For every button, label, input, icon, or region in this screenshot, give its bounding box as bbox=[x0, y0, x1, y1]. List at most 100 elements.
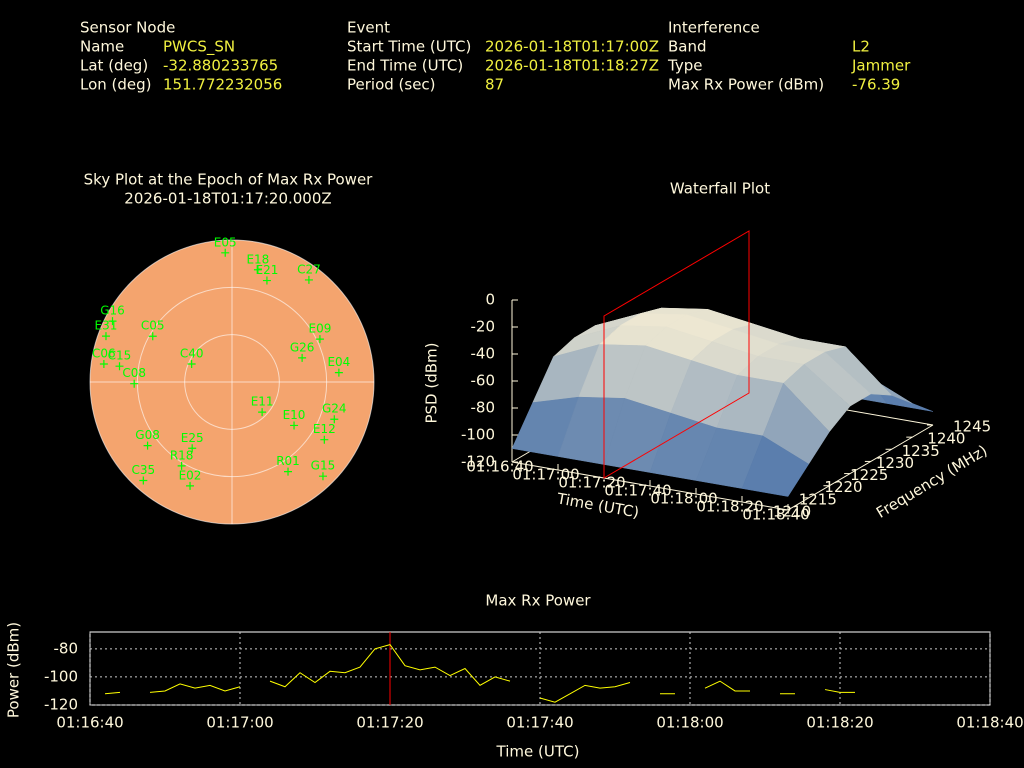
x-tick-label: 01:18:20 bbox=[806, 714, 873, 732]
satellite-label: E11 bbox=[251, 395, 274, 409]
skyplot-subtitle: 2026-01-18T01:17:20.000Z bbox=[124, 190, 331, 208]
satellite-marker bbox=[108, 317, 117, 326]
satellite-label: R18 bbox=[170, 448, 194, 462]
satellite-marker bbox=[188, 444, 197, 453]
satellite-label: R01 bbox=[276, 454, 300, 468]
header-value: 2026-01-18T01:18:27Z bbox=[485, 57, 659, 75]
satellite-label: E09 bbox=[308, 322, 331, 336]
line-title: Max Rx Power bbox=[485, 592, 591, 610]
y-tick-label: -120 bbox=[44, 696, 78, 714]
header-value: L2 bbox=[852, 38, 870, 56]
x-tick-label: 01:18:00 bbox=[656, 714, 723, 732]
satellite-marker bbox=[101, 332, 110, 341]
z-tick-label: -20 bbox=[471, 318, 496, 336]
satellite-label: E02 bbox=[179, 468, 202, 482]
satellite-label: E25 bbox=[181, 431, 204, 445]
satellite-marker bbox=[318, 472, 327, 481]
satellite-label: C27 bbox=[297, 262, 321, 276]
satellite-marker bbox=[290, 421, 299, 430]
satellite-label: E05 bbox=[214, 235, 237, 249]
z-tick-label: -120 bbox=[461, 453, 495, 471]
x-tick-label: 01:17:40 bbox=[506, 714, 573, 732]
header-value: PWCS_SN bbox=[163, 38, 235, 57]
x-tick-label: 01:18:00 bbox=[650, 490, 717, 508]
satellite-marker bbox=[334, 368, 343, 377]
z-tick-label: -80 bbox=[471, 399, 496, 417]
x-tick-label: 01:17:40 bbox=[604, 482, 671, 500]
y-tick-label: -100 bbox=[44, 667, 78, 685]
satellite-marker bbox=[262, 276, 271, 285]
satellite-marker bbox=[320, 435, 329, 444]
x-tick-label: 01:17:20 bbox=[558, 474, 625, 492]
header-label: Band bbox=[668, 38, 707, 56]
satellite-marker bbox=[298, 353, 307, 362]
z-tick-label: 0 bbox=[485, 291, 495, 309]
satellite-label: G08 bbox=[135, 428, 160, 442]
x-tick-label: 01:17:20 bbox=[356, 714, 423, 732]
satellite-marker bbox=[258, 408, 267, 417]
satellite-label: E18 bbox=[246, 252, 269, 266]
satellite-marker bbox=[139, 476, 148, 485]
y-tick-label: 1245 bbox=[953, 418, 991, 436]
header-title: Event bbox=[347, 19, 390, 37]
header-label: Period (sec) bbox=[347, 76, 436, 94]
satellite-marker bbox=[330, 415, 339, 424]
satellite-label: E12 bbox=[313, 422, 336, 436]
waterfall-title: Waterfall Plot bbox=[670, 180, 770, 198]
floor-edge bbox=[787, 424, 934, 511]
header-label: Start Time (UTC) bbox=[347, 38, 471, 56]
x-tick-label: 01:18:20 bbox=[696, 498, 763, 516]
z-tick-label: -60 bbox=[471, 372, 496, 390]
header-value: 151.772232056 bbox=[163, 76, 282, 94]
header-title: Interference bbox=[668, 19, 760, 37]
satellite-marker bbox=[304, 275, 313, 284]
satellite-marker bbox=[221, 248, 230, 257]
satellite-marker bbox=[99, 359, 108, 368]
y-tick-label: -80 bbox=[54, 639, 79, 657]
y-tick-label: 1235 bbox=[902, 442, 940, 460]
header-label: Lon (deg) bbox=[80, 76, 152, 94]
satellite-label: E04 bbox=[327, 355, 350, 369]
satellite-marker bbox=[284, 467, 293, 476]
epoch-marker-plane bbox=[603, 230, 750, 479]
satellite-label: C35 bbox=[131, 463, 155, 477]
header-label: End Time (UTC) bbox=[347, 57, 463, 75]
z-tick-label: -40 bbox=[471, 345, 496, 363]
satellite-label: G24 bbox=[322, 402, 347, 416]
x-tick-label: 01:17:00 bbox=[512, 466, 579, 484]
satellite-marker bbox=[187, 360, 196, 369]
satellite-label: C15 bbox=[108, 349, 132, 363]
header-value: -32.880233765 bbox=[163, 57, 278, 75]
z-tick-label: -100 bbox=[461, 426, 495, 444]
satellite-marker bbox=[315, 335, 324, 344]
satellite-marker bbox=[253, 265, 262, 274]
satellite-label: C05 bbox=[141, 319, 165, 333]
satellite-label: C08 bbox=[122, 366, 146, 380]
header-title: Sensor Node bbox=[80, 19, 175, 37]
x-tick-label: 01:17:00 bbox=[206, 714, 273, 732]
satellite-label: E31 bbox=[95, 319, 118, 333]
header-value: 87 bbox=[485, 76, 504, 94]
header-value: 2026-01-18T01:17:00Z bbox=[485, 38, 659, 56]
header-label: Lat (deg) bbox=[80, 57, 148, 75]
y-axis-label: Power (dBm) bbox=[5, 622, 23, 718]
x-axis-label: Time (UTC) bbox=[496, 743, 580, 761]
x-tick-label: 01:18:40 bbox=[956, 714, 1023, 732]
satellite-marker bbox=[130, 379, 139, 388]
z-axis-label: PSD (dBm) bbox=[423, 342, 441, 423]
skyplot-title: Sky Plot at the Epoch of Max Rx Power bbox=[84, 171, 374, 189]
y-tick-label: 1225 bbox=[850, 466, 888, 484]
satellite-label: G26 bbox=[290, 340, 315, 354]
header-label: Name bbox=[80, 38, 124, 56]
satellite-label: G15 bbox=[311, 459, 336, 473]
x-tick-label: 01:16:40 bbox=[466, 458, 533, 476]
satellite-marker bbox=[115, 362, 124, 371]
satellite-label: C06 bbox=[92, 346, 116, 360]
y-tick-label: 1240 bbox=[927, 430, 965, 448]
surface-patch bbox=[741, 435, 810, 497]
y-tick-label: 1220 bbox=[824, 478, 862, 496]
header-value: -76.39 bbox=[852, 76, 900, 94]
y-tick-label: 1210 bbox=[773, 503, 811, 521]
y-tick-label: 1230 bbox=[876, 454, 914, 472]
